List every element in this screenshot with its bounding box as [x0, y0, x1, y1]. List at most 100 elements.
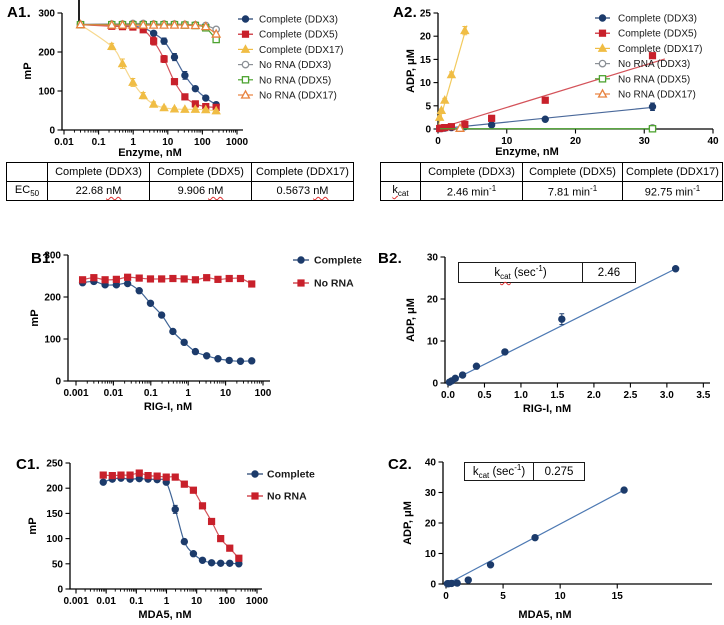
- filled-square-marker: [112, 275, 120, 283]
- x-tick-label: 0.01: [96, 596, 116, 607]
- x-axis-title: RIG-I, nM: [523, 403, 571, 415]
- filled-square-marker: [126, 471, 134, 479]
- filled-circle-marker: [501, 348, 509, 356]
- open-square-marker: [241, 76, 250, 84]
- open-square-marker: [598, 75, 607, 83]
- x-tick-label: 100: [218, 596, 235, 607]
- kcat-value-ddx17: 92.75 min-1: [622, 181, 723, 201]
- y-tick-label: 250: [46, 459, 63, 470]
- kcat-inset-b2-label: kcat (sec-1): [458, 262, 583, 283]
- x-tick-label: 1000: [246, 596, 269, 607]
- kcat-value-row: kcat 2.46 min-1 7.81 min-1 92.75 min-1: [380, 181, 723, 201]
- filled-triangle-marker: [180, 104, 190, 113]
- x-tick-label: 0.1: [92, 137, 106, 148]
- filled-circle-marker: [180, 537, 189, 546]
- filled-square-marker: [297, 279, 305, 287]
- filled-triangle-marker: [201, 104, 211, 114]
- filled-square-marker: [225, 274, 233, 283]
- filled-circle-marker: [189, 550, 198, 558]
- x-tick-label: 10: [162, 137, 174, 148]
- y-tick-label: 30: [427, 253, 439, 264]
- filled-triangle-marker: [138, 90, 148, 100]
- filled-triangle-marker: [439, 95, 450, 104]
- panel-label-a2: A2.: [393, 4, 417, 21]
- filled-square-marker: [251, 492, 259, 500]
- filled-square-marker: [241, 30, 250, 38]
- filled-square-marker: [99, 471, 107, 479]
- chart-svg-c2: 0 10 20 30 40 0 5 10 15 MDA5, nM ADP, μM: [402, 458, 712, 621]
- filled-circle-marker: [216, 559, 225, 567]
- ec50-value-ddx5: 9.906 nM: [149, 181, 252, 201]
- panel-label-c1: C1.: [16, 456, 40, 473]
- filled-square-marker: [78, 276, 87, 284]
- empty-cell: [6, 162, 48, 182]
- y-tick-label: 30: [425, 488, 437, 499]
- filled-square-marker: [226, 544, 234, 552]
- x-tick-label: 0.001: [63, 388, 88, 399]
- filled-triangle-marker: [148, 99, 159, 108]
- y-axis-title: ADP, μM: [402, 501, 414, 545]
- filled-circle-marker: [620, 486, 628, 494]
- y-tick-label: 0: [432, 379, 438, 390]
- fit-line: [447, 268, 676, 384]
- filled-circle-marker: [160, 37, 168, 45]
- y-tick-label: 0: [55, 377, 61, 388]
- x-tick-label: 0.001: [63, 596, 88, 607]
- x-tick-label: 0.01: [54, 137, 74, 148]
- x-tick-label: 2.5: [623, 390, 637, 401]
- filled-square-marker: [189, 486, 198, 494]
- y-axis-title: ADP, μM: [405, 298, 417, 342]
- filled-circle-marker: [486, 561, 495, 569]
- x-tick-label: 0.1: [144, 388, 158, 399]
- series-no-rna-ddx17-: [75, 19, 222, 38]
- x-tick-label: 20: [570, 136, 582, 147]
- legend: Complete No RNA: [247, 469, 315, 503]
- filled-circle-marker: [202, 94, 210, 102]
- legend-label: Complete (DDX5): [259, 30, 338, 41]
- open-triangle-marker: [117, 19, 128, 29]
- legend-label: No RNA (DDX17): [618, 90, 696, 101]
- x-tick-label: 1000: [226, 137, 249, 148]
- filled-circle-marker: [207, 559, 216, 567]
- filled-square-marker: [90, 274, 98, 282]
- y-tick-label: 0: [57, 585, 63, 596]
- filled-square-marker: [146, 275, 155, 283]
- series-line: [80, 24, 217, 106]
- y-tick-label: 300: [44, 251, 61, 262]
- filled-square-marker: [461, 120, 469, 128]
- open-triangle-marker: [240, 89, 251, 99]
- x-tick-label: 1.5: [550, 390, 564, 401]
- kcat-value-ddx5: 7.81 min-1: [522, 181, 623, 201]
- x-tick-label: 3.0: [660, 390, 674, 401]
- kcat-col-header-ddx17: Complete (DDX17): [622, 162, 723, 182]
- x-tick-label: 0.1: [129, 596, 143, 607]
- filled-square-marker: [203, 274, 211, 282]
- filled-square-marker: [235, 554, 243, 562]
- filled-square-marker: [117, 471, 125, 479]
- kcat-col-header-ddx3: Complete (DDX3): [420, 162, 523, 182]
- x-tick-label: 1.0: [514, 390, 528, 401]
- legend-label: No RNA (DDX5): [259, 75, 331, 86]
- kcat-inset-b2-value: 2.46: [582, 262, 636, 283]
- filled-square-marker: [214, 275, 222, 283]
- filled-square-marker: [598, 29, 607, 37]
- filled-circle-marker: [180, 338, 188, 347]
- series-no-rna: [78, 273, 256, 288]
- filled-square-marker: [135, 469, 143, 477]
- kcat-inset-c2-label: kcat (sec-1): [464, 461, 534, 482]
- legend-label: Complete: [267, 469, 315, 481]
- filled-triangle-marker: [107, 41, 117, 51]
- ec50-value-ddx3: 22.68 nM: [47, 181, 150, 201]
- y-tick-label: 0: [430, 580, 436, 591]
- filled-square-marker: [488, 114, 496, 122]
- filled-circle-marker: [236, 357, 245, 365]
- y-tick-label: 15: [420, 55, 432, 66]
- series-complete-ddx3-: [435, 102, 657, 133]
- x-axis-title: Enzyme, nM: [118, 147, 182, 159]
- filled-triangle-marker: [169, 103, 180, 113]
- x-tick-label: 30: [639, 136, 651, 147]
- filled-circle-marker: [464, 576, 472, 584]
- y-tick-label: 100: [44, 335, 61, 346]
- stray-caret-mark: [78, 0, 80, 22]
- filled-triangle-marker: [117, 58, 128, 68]
